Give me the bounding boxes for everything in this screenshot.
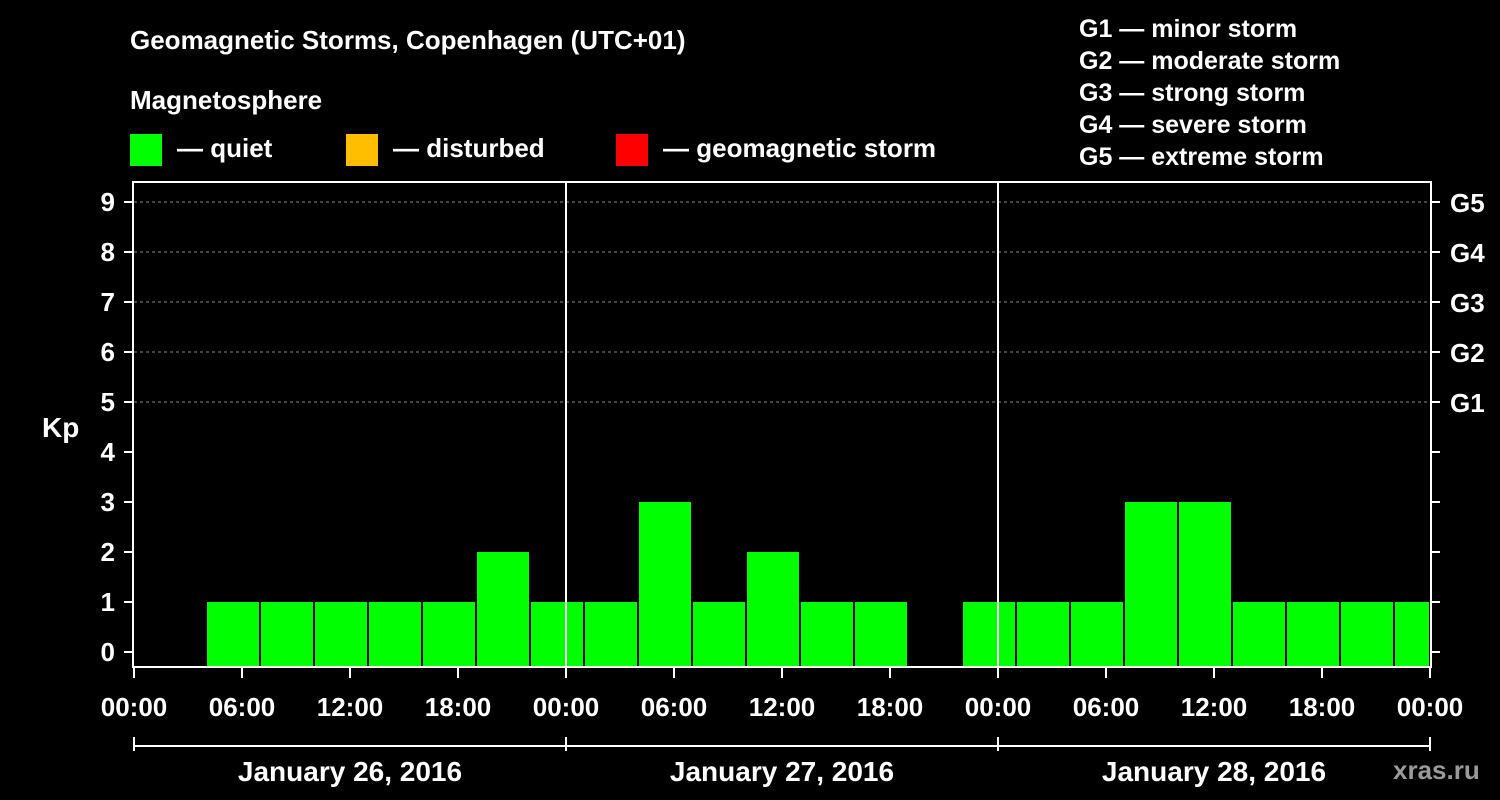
x-tick-label-4: 00:00	[533, 692, 600, 722]
storm-scale-g1: G1 — minor storm	[1079, 15, 1297, 43]
y-tick-label-7: 7	[101, 287, 115, 317]
storm-level-label-g4: G4	[1450, 238, 1485, 268]
kp-bar-15	[1071, 602, 1123, 667]
x-tick-label-9: 06:00	[1073, 692, 1140, 722]
legend-label-quiet: — quiet	[177, 133, 273, 163]
y-tick-label-5: 5	[101, 387, 115, 417]
y-tick-label-3: 3	[101, 487, 115, 517]
x-tick-label-6: 12:00	[749, 692, 816, 722]
kp-bar-11	[801, 602, 853, 667]
magnetosphere-label: Magnetosphere	[130, 85, 322, 115]
storm-level-axis: G1 G2 G3 G4 G5	[1431, 188, 1485, 653]
kp-bar-5	[477, 552, 529, 667]
kp-bar-17	[1179, 502, 1231, 667]
kp-bar-12	[855, 602, 907, 667]
storm-level-label-g1: G1	[1450, 388, 1485, 418]
x-tick-label-8: 00:00	[965, 692, 1032, 722]
day-label-1: January 27, 2016	[670, 756, 894, 787]
kp-bar-7	[585, 602, 637, 667]
kp-bar-2	[315, 602, 367, 667]
x-tick-label-5: 06:00	[641, 692, 708, 722]
y-axis-label: Kp	[42, 412, 79, 443]
legend: — quiet — disturbed — geomagnetic storm	[130, 133, 936, 166]
legend-swatch-quiet	[130, 134, 162, 166]
legend-swatch-storm	[616, 134, 648, 166]
kp-bar-0	[207, 602, 259, 667]
kp-bar-10	[747, 552, 799, 667]
y-tick-label-0: 0	[101, 637, 115, 667]
x-axis-ticks: 00:00 06:00 12:00 18:00 00:00 06:00 12:00 18:00…	[101, 667, 1464, 722]
day-label-0: January 26, 2016	[238, 756, 462, 787]
storm-scale-g3: G3 — strong storm	[1079, 79, 1305, 107]
y-tick-label-1: 1	[101, 587, 115, 617]
storm-level-label-g3: G3	[1450, 288, 1485, 318]
storm-scale-g4: G4 — severe storm	[1079, 111, 1307, 139]
storm-scale-g5: G5 — extreme storm	[1079, 143, 1324, 171]
x-tick-label-12: 00:00	[1397, 692, 1464, 722]
kp-bar-20	[1341, 602, 1393, 667]
day-dividers	[565, 182, 999, 667]
y-tick-label-2: 2	[101, 537, 115, 567]
x-tick-label-10: 12:00	[1181, 692, 1248, 722]
y-axis-ticks: 0 1 2 3 4 5 6 7 8 9	[101, 187, 133, 667]
kp-bar-3	[369, 602, 421, 667]
kp-bar-6	[531, 602, 583, 667]
x-tick-label-1: 06:00	[209, 692, 276, 722]
chart-title: Geomagnetic Storms, Copenhagen (UTC+01)	[130, 25, 685, 55]
kp-bar-19	[1287, 602, 1339, 667]
kp-bar-16	[1125, 502, 1177, 667]
day-label-2: January 28, 2016	[1102, 756, 1326, 787]
kp-bar-18	[1233, 602, 1285, 667]
legend-label-disturbed: — disturbed	[393, 133, 545, 163]
storm-scale: G1 — minor storm G2 — moderate storm G3 …	[1079, 15, 1340, 171]
storm-scale-g2: G2 — moderate storm	[1079, 47, 1340, 75]
y-tick-label-8: 8	[101, 237, 115, 267]
x-tick-label-3: 18:00	[425, 692, 492, 722]
x-tick-label-0: 00:00	[101, 692, 168, 722]
kp-bars	[207, 502, 1429, 667]
x-tick-label-11: 18:00	[1289, 692, 1356, 722]
kp-bar-8	[639, 502, 691, 667]
storm-level-label-g5: G5	[1450, 188, 1485, 218]
kp-bar-21	[1395, 602, 1429, 667]
y-tick-label-4: 4	[101, 437, 116, 467]
kp-bar-9	[693, 602, 745, 667]
legend-swatch-disturbed	[346, 134, 378, 166]
kp-bar-4	[423, 602, 475, 667]
storm-level-label-g2: G2	[1450, 338, 1485, 368]
x-tick-label-2: 12:00	[317, 692, 384, 722]
y-tick-label-6: 6	[101, 337, 115, 367]
watermark: xras.ru	[1393, 755, 1480, 785]
kp-bar-1	[261, 602, 313, 667]
x-tick-label-7: 18:00	[857, 692, 924, 722]
legend-label-storm: — geomagnetic storm	[663, 133, 936, 163]
day-axis: January 26, 2016 January 27, 2016 January …	[133, 737, 1431, 787]
kp-bar-13	[963, 602, 1015, 667]
gridlines	[134, 201, 1430, 403]
y-tick-label-9: 9	[101, 187, 115, 217]
kp-bar-14	[1017, 602, 1069, 667]
